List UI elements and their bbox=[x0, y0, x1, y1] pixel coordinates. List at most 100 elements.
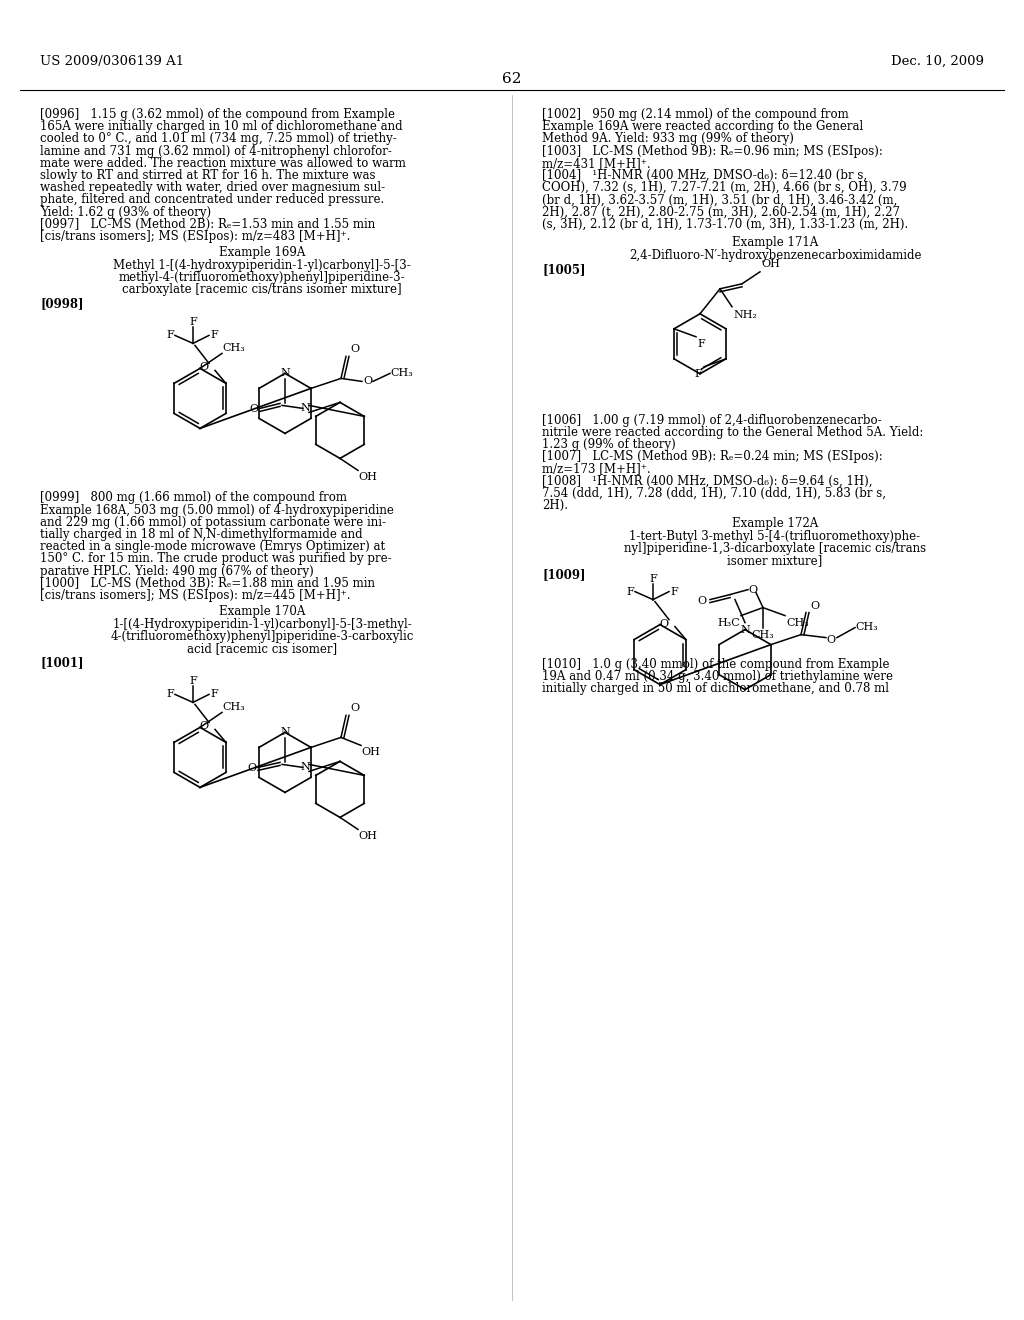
Text: 1-[(4-Hydroxypiperidin-1-yl)carbonyl]-5-[3-methyl-: 1-[(4-Hydroxypiperidin-1-yl)carbonyl]-5-… bbox=[112, 618, 412, 631]
Text: [1010]   1.0 g (3.40 mmol) of the compound from Example: [1010] 1.0 g (3.40 mmol) of the compound… bbox=[542, 657, 890, 671]
Text: 7.54 (ddd, 1H), 7.28 (ddd, 1H), 7.10 (ddd, 1H), 5.83 (br s,: 7.54 (ddd, 1H), 7.28 (ddd, 1H), 7.10 (dd… bbox=[542, 487, 886, 500]
Text: N: N bbox=[300, 404, 310, 413]
Text: parative HPLC. Yield: 490 mg (67% of theory): parative HPLC. Yield: 490 mg (67% of the… bbox=[40, 565, 313, 578]
Text: O: O bbox=[350, 704, 359, 713]
Text: phate, filtered and concentrated under reduced pressure.: phate, filtered and concentrated under r… bbox=[40, 194, 384, 206]
Text: O: O bbox=[200, 363, 209, 372]
Text: CH₃: CH₃ bbox=[786, 618, 809, 627]
Text: O: O bbox=[810, 601, 819, 611]
Text: CH₃: CH₃ bbox=[855, 622, 878, 631]
Text: [cis/trans isomers]; MS (ESIpos): m/z=483 [M+H]⁺.: [cis/trans isomers]; MS (ESIpos): m/z=48… bbox=[40, 230, 350, 243]
Text: Example 171A: Example 171A bbox=[732, 236, 818, 248]
Text: methyl-4-(trifluoromethoxy)phenyl]piperidine-3-: methyl-4-(trifluoromethoxy)phenyl]piperi… bbox=[119, 271, 406, 284]
Text: F: F bbox=[697, 339, 705, 348]
Text: O: O bbox=[362, 376, 372, 387]
Text: tially charged in 18 ml of N,N-dimethylformamide and: tially charged in 18 ml of N,N-dimethylf… bbox=[40, 528, 362, 541]
Text: O: O bbox=[200, 722, 209, 731]
Text: O: O bbox=[249, 404, 258, 414]
Text: [0996]   1.15 g (3.62 mmol) of the compound from Example: [0996] 1.15 g (3.62 mmol) of the compoun… bbox=[40, 108, 395, 121]
Text: carboxylate [racemic cis/trans isomer mixture]: carboxylate [racemic cis/trans isomer mi… bbox=[122, 284, 401, 297]
Text: initially charged in 50 ml of dichloromethane, and 0.78 ml: initially charged in 50 ml of dichlorome… bbox=[542, 682, 889, 696]
Text: [1004]   ¹H-NMR (400 MHz, DMSO-d₆): δ=12.40 (br s,: [1004] ¹H-NMR (400 MHz, DMSO-d₆): δ=12.4… bbox=[542, 169, 867, 182]
Text: 19A and 0.47 ml (0.34 g, 3.40 mmol) of triethylamine were: 19A and 0.47 ml (0.34 g, 3.40 mmol) of t… bbox=[542, 669, 893, 682]
Text: m/z=431 [M+H]⁺.: m/z=431 [M+H]⁺. bbox=[542, 157, 650, 170]
Text: H₃C: H₃C bbox=[717, 618, 740, 627]
Text: N: N bbox=[740, 624, 750, 635]
Text: Dec. 10, 2009: Dec. 10, 2009 bbox=[891, 55, 984, 69]
Text: 1-tert-Butyl 3-methyl 5-[4-(trifluoromethoxy)phe-: 1-tert-Butyl 3-methyl 5-[4-(trifluoromet… bbox=[630, 531, 921, 544]
Text: Example 169A: Example 169A bbox=[219, 246, 305, 259]
Text: NH₂: NH₂ bbox=[733, 310, 757, 319]
Text: O: O bbox=[826, 635, 836, 644]
Text: F: F bbox=[649, 574, 656, 583]
Text: [1009]: [1009] bbox=[542, 569, 586, 582]
Text: (s, 3H), 2.12 (br d, 1H), 1.73-1.70 (m, 3H), 1.33-1.23 (m, 2H).: (s, 3H), 2.12 (br d, 1H), 1.73-1.70 (m, … bbox=[542, 218, 908, 231]
Text: CH₃: CH₃ bbox=[390, 368, 413, 379]
Text: O: O bbox=[659, 619, 669, 628]
Text: 2,4-Difluoro-N′-hydroxybenzenecarboximidamide: 2,4-Difluoro-N′-hydroxybenzenecarboximid… bbox=[629, 248, 922, 261]
Text: US 2009/0306139 A1: US 2009/0306139 A1 bbox=[40, 55, 184, 69]
Text: O: O bbox=[748, 585, 757, 594]
Text: 2H), 2.87 (t, 2H), 2.80-2.75 (m, 3H), 2.60-2.54 (m, 1H), 2.27: 2H), 2.87 (t, 2H), 2.80-2.75 (m, 3H), 2.… bbox=[542, 206, 900, 219]
Text: [1007]   LC-MS (Method 9B): Rₑ=0.24 min; MS (ESIpos):: [1007] LC-MS (Method 9B): Rₑ=0.24 min; M… bbox=[542, 450, 883, 463]
Text: nitrile were reacted according to the General Method 5A. Yield:: nitrile were reacted according to the Ge… bbox=[542, 426, 924, 440]
Text: (br d, 1H), 3.62-3.57 (m, 1H), 3.51 (br d, 1H), 3.46-3.42 (m,: (br d, 1H), 3.62-3.57 (m, 1H), 3.51 (br … bbox=[542, 194, 897, 206]
Text: F: F bbox=[627, 586, 634, 597]
Text: OH: OH bbox=[761, 259, 780, 269]
Text: O: O bbox=[247, 763, 256, 774]
Text: F: F bbox=[210, 689, 218, 700]
Text: F: F bbox=[694, 368, 702, 379]
Text: CH₃: CH₃ bbox=[222, 343, 245, 354]
Text: [1003]   LC-MS (Method 9B): Rₑ=0.96 min; MS (ESIpos):: [1003] LC-MS (Method 9B): Rₑ=0.96 min; M… bbox=[542, 145, 883, 157]
Text: nyl]piperidine-1,3-dicarboxylate [racemic cis/trans: nyl]piperidine-1,3-dicarboxylate [racemi… bbox=[624, 543, 926, 556]
Text: 165A were initially charged in 10 ml of dichloromethane and: 165A were initially charged in 10 ml of … bbox=[40, 120, 402, 133]
Text: 1.23 g (99% of theory): 1.23 g (99% of theory) bbox=[542, 438, 676, 451]
Text: F: F bbox=[189, 676, 197, 686]
Text: N: N bbox=[281, 727, 290, 738]
Text: [1006]   1.00 g (7.19 mmol) of 2,4-difluorobenzenecarbo-: [1006] 1.00 g (7.19 mmol) of 2,4-difluor… bbox=[542, 413, 882, 426]
Text: [cis/trans isomers]; MS (ESIpos): m/z=445 [M+H]⁺.: [cis/trans isomers]; MS (ESIpos): m/z=44… bbox=[40, 589, 350, 602]
Text: [1002]   950 mg (2.14 mmol) of the compound from: [1002] 950 mg (2.14 mmol) of the compoun… bbox=[542, 108, 849, 121]
Text: Example 168A, 503 mg (5.00 mmol) of 4-hydroxypiperidine: Example 168A, 503 mg (5.00 mmol) of 4-hy… bbox=[40, 504, 394, 516]
Text: F: F bbox=[670, 586, 678, 597]
Text: COOH), 7.32 (s, 1H), 7.27-7.21 (m, 2H), 4.66 (br s, OH), 3.79: COOH), 7.32 (s, 1H), 7.27-7.21 (m, 2H), … bbox=[542, 181, 906, 194]
Text: F: F bbox=[166, 330, 174, 341]
Text: 150° C. for 15 min. The crude product was purified by pre-: 150° C. for 15 min. The crude product wa… bbox=[40, 552, 391, 565]
Text: N: N bbox=[281, 368, 290, 379]
Text: Yield: 1.62 g (93% of theory): Yield: 1.62 g (93% of theory) bbox=[40, 206, 211, 219]
Text: and 229 mg (1.66 mmol) of potassium carbonate were ini-: and 229 mg (1.66 mmol) of potassium carb… bbox=[40, 516, 386, 529]
Text: OH: OH bbox=[361, 747, 380, 758]
Text: [0997]   LC-MS (Method 2B): Rₑ=1.53 min and 1.55 min: [0997] LC-MS (Method 2B): Rₑ=1.53 min an… bbox=[40, 218, 375, 231]
Text: lamine and 731 mg (3.62 mmol) of 4-nitrophenyl chlorofor-: lamine and 731 mg (3.62 mmol) of 4-nitro… bbox=[40, 145, 392, 157]
Text: acid [racemic cis isomer]: acid [racemic cis isomer] bbox=[187, 643, 337, 656]
Text: Example 170A: Example 170A bbox=[219, 605, 305, 618]
Text: OH: OH bbox=[358, 473, 377, 482]
Text: 4-(trifluoromethoxy)phenyl]piperidine-3-carboxylic: 4-(trifluoromethoxy)phenyl]piperidine-3-… bbox=[111, 630, 414, 643]
Text: 2H).: 2H). bbox=[542, 499, 568, 512]
Text: OH: OH bbox=[358, 832, 377, 841]
Text: Example 172A: Example 172A bbox=[732, 517, 818, 531]
Text: mate were added. The reaction mixture was allowed to warm: mate were added. The reaction mixture wa… bbox=[40, 157, 406, 170]
Text: O: O bbox=[698, 595, 707, 606]
Text: O: O bbox=[350, 345, 359, 354]
Text: m/z=173 [M+H]⁺.: m/z=173 [M+H]⁺. bbox=[542, 462, 650, 475]
Text: N: N bbox=[300, 763, 310, 772]
Text: Example 169A were reacted according to the General: Example 169A were reacted according to t… bbox=[542, 120, 863, 133]
Text: [0998]: [0998] bbox=[40, 297, 84, 310]
Text: F: F bbox=[210, 330, 218, 341]
Text: slowly to RT and stirred at RT for 16 h. The mixture was: slowly to RT and stirred at RT for 16 h.… bbox=[40, 169, 376, 182]
Text: Methyl 1-[(4-hydroxypiperidin-1-yl)carbonyl]-5-[3-: Methyl 1-[(4-hydroxypiperidin-1-yl)carbo… bbox=[113, 259, 411, 272]
Text: [1000]   LC-MS (Method 3B): Rₑ=1.88 min and 1.95 min: [1000] LC-MS (Method 3B): Rₑ=1.88 min an… bbox=[40, 577, 375, 590]
Text: [0999]   800 mg (1.66 mmol) of the compound from: [0999] 800 mg (1.66 mmol) of the compoun… bbox=[40, 491, 347, 504]
Text: cooled to 0° C., and 1.01 ml (734 mg, 7.25 mmol) of triethy-: cooled to 0° C., and 1.01 ml (734 mg, 7.… bbox=[40, 132, 396, 145]
Text: [1008]   ¹H-NMR (400 MHz, DMSO-d₆): δ=9.64 (s, 1H),: [1008] ¹H-NMR (400 MHz, DMSO-d₆): δ=9.64… bbox=[542, 475, 872, 488]
Text: 62: 62 bbox=[502, 73, 522, 86]
Text: Method 9A. Yield: 933 mg (99% of theory): Method 9A. Yield: 933 mg (99% of theory) bbox=[542, 132, 794, 145]
Text: [1001]: [1001] bbox=[40, 656, 84, 669]
Text: washed repeatedly with water, dried over magnesium sul-: washed repeatedly with water, dried over… bbox=[40, 181, 385, 194]
Text: isomer mixture]: isomer mixture] bbox=[727, 554, 822, 568]
Text: F: F bbox=[166, 689, 174, 700]
Text: [1005]: [1005] bbox=[542, 263, 586, 276]
Text: CH₃: CH₃ bbox=[752, 630, 774, 640]
Text: reacted in a single-mode microwave (Emrys Optimizer) at: reacted in a single-mode microwave (Emry… bbox=[40, 540, 385, 553]
